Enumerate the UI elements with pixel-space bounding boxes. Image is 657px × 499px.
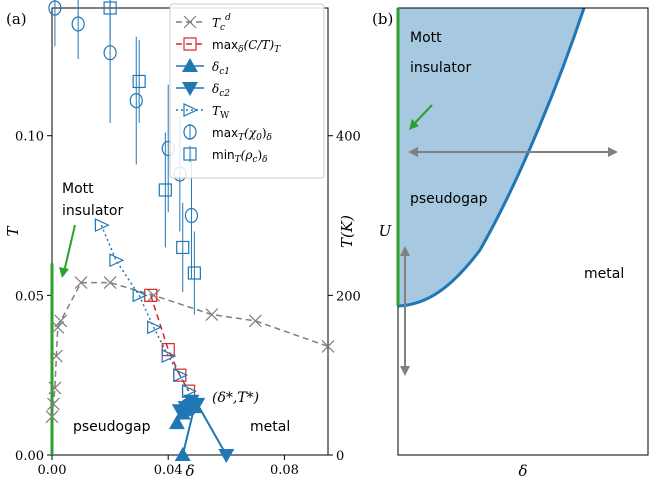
legend-box: [169, 3, 325, 179]
data-point: [176, 240, 190, 255]
panel-b-axes: [396, 7, 649, 456]
legend-label: maxT(χ0)δ: [212, 126, 272, 143]
data-point: [109, 253, 125, 268]
data-point: [161, 343, 175, 357]
data-point: [51, 320, 65, 334]
legend-marker: [183, 103, 199, 117]
data-point: [168, 415, 185, 430]
data-point: [181, 384, 197, 399]
y-right-tick-label: 200: [336, 289, 361, 304]
pseudogap-label-a: pseudogap: [73, 419, 151, 435]
y-right-tick-label: 400: [336, 130, 361, 145]
mott-label-line1: Mott: [62, 181, 94, 197]
x-tick-label: 0.00: [38, 463, 67, 478]
pseudogap-label-b: pseudogap: [410, 191, 488, 207]
data-point: [147, 320, 163, 335]
data-point: [161, 349, 177, 363]
legend-label: minT(ρc)δ: [212, 148, 268, 165]
series-1: [144, 288, 196, 398]
legend: Tcd maxδ(C/T)T δc1 δc2 TW maxT(χ0)δ minT(ρc)δ: [169, 3, 325, 179]
vertical-arrow: [400, 246, 410, 376]
legend-label: δc1: [212, 60, 230, 77]
panel-b-label: (b): [372, 10, 393, 28]
panel-a-series: [45, 0, 335, 463]
mott-arrow-b: [409, 104, 433, 130]
critical-point-label: (δ*,T*): [212, 390, 259, 406]
legend-label: TW: [212, 104, 230, 121]
data-point: [48, 0, 62, 16]
legend-label: maxδ(C/T)T: [212, 38, 281, 55]
data-point: [147, 288, 161, 302]
y-right-tick-label: 0: [336, 449, 344, 464]
series-0: [45, 276, 335, 424]
mott-label-line2: insulator: [62, 203, 123, 219]
y-axis-label-right: T(K): [338, 215, 356, 248]
data-point: [158, 183, 172, 197]
data-point: [321, 340, 335, 353]
legend-marker: [183, 124, 197, 140]
data-point: [74, 276, 88, 290]
data-point: [248, 314, 262, 328]
data-point: [49, 349, 63, 363]
critical-point-marker: [179, 398, 198, 417]
data-point: [103, 276, 117, 290]
legend-marker: [183, 147, 197, 161]
x-tick-label: 0.04: [154, 463, 183, 478]
data-point: [45, 410, 59, 424]
series-4: [94, 218, 197, 399]
panel-b-xlabel: δ: [518, 462, 527, 480]
y-tick-label: 0.00: [15, 449, 44, 464]
legend-label: δc2: [212, 82, 230, 99]
legend-label: Tcd: [212, 13, 231, 33]
pseudogap-region: [398, 8, 584, 306]
panel-a-label: (a): [6, 10, 27, 28]
data-point: [132, 288, 148, 303]
x-axis-label: δ: [185, 462, 194, 480]
data-point: [48, 381, 62, 395]
data-point: [71, 16, 85, 32]
data-point: [103, 45, 117, 61]
data-point: [174, 447, 191, 461]
legend-marker: [183, 37, 197, 51]
data-point: [187, 266, 201, 280]
data-point: [173, 368, 189, 383]
legend-marker: [183, 15, 197, 29]
panel-a-axes: 0.00 0.04 0.08 0.00 0.05 0.10 0 200 400 δ T T(K): [4, 7, 361, 480]
data-point: [47, 397, 60, 411]
series-line: [100, 224, 190, 392]
data-point: [54, 314, 68, 328]
legend-marker: [182, 82, 198, 96]
y-tick-label: 0.10: [15, 130, 44, 145]
data-point: [132, 74, 146, 89]
data-point: [94, 218, 110, 233]
data-point: [218, 449, 235, 463]
data-point: [184, 207, 199, 224]
mott-label-b-line1: Mott: [410, 30, 442, 46]
legend-marker: [182, 58, 198, 72]
pseudogap-boundary: [397, 7, 586, 308]
y-tick-label: 0.05: [15, 289, 44, 304]
y-axis-label-left: T: [4, 226, 22, 237]
series-line: [150, 295, 190, 392]
data-point: [129, 92, 143, 109]
metal-label-b: metal: [584, 266, 624, 282]
metal-label-a: metal: [250, 419, 290, 435]
panel-b-ylabel: U: [379, 222, 393, 240]
x-tick-label: 0.08: [270, 463, 299, 478]
series-6: [103, 0, 201, 315]
data-point: [103, 1, 117, 15]
series-line: [51, 281, 329, 417]
mott-label-b-line2: insulator: [410, 60, 471, 76]
horizontal-arrow: [408, 147, 618, 157]
data-point: [205, 308, 219, 321]
mott-arrow-a: [59, 224, 76, 278]
